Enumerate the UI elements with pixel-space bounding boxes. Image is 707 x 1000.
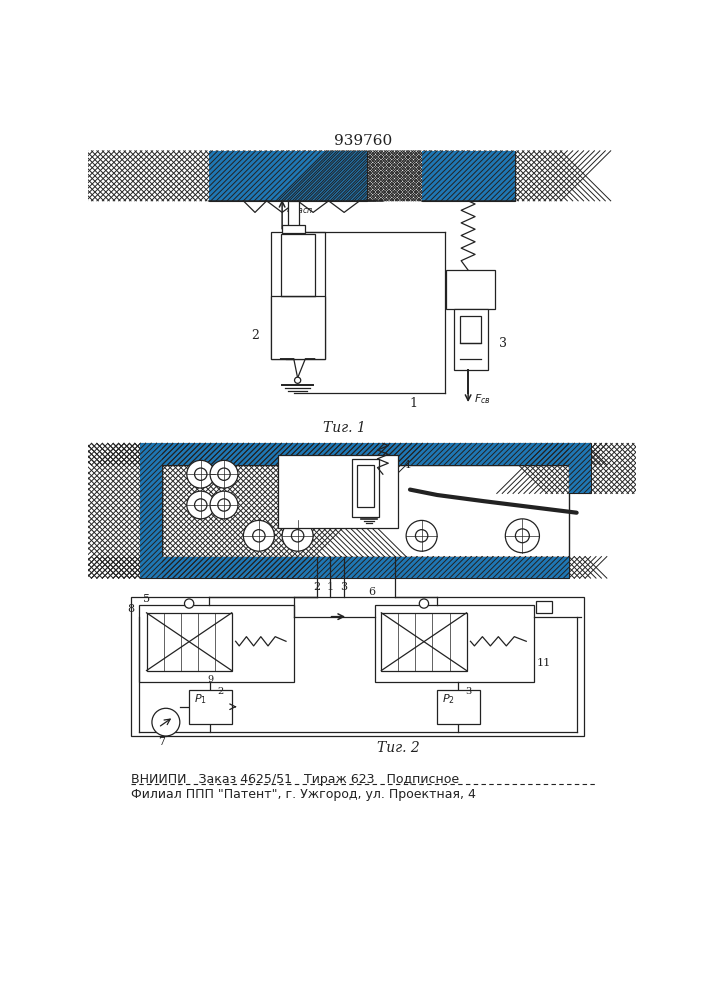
- Bar: [131, 597, 585, 736]
- Text: $F_{расп}$: $F_{расп}$: [286, 203, 313, 219]
- Bar: [162, 557, 569, 578]
- Bar: [537, 601, 552, 613]
- Bar: [352, 459, 379, 517]
- Bar: [454, 309, 488, 370]
- Text: 11: 11: [537, 658, 551, 668]
- Circle shape: [152, 708, 180, 736]
- Bar: [421, 151, 515, 201]
- Circle shape: [187, 491, 215, 519]
- Text: 3: 3: [465, 687, 472, 696]
- Circle shape: [210, 460, 238, 488]
- Circle shape: [210, 491, 238, 519]
- Text: 3: 3: [499, 337, 507, 350]
- Bar: [421, 151, 515, 201]
- Bar: [162, 443, 569, 465]
- Bar: [279, 455, 398, 528]
- Bar: [375, 605, 534, 682]
- Bar: [140, 443, 162, 578]
- Text: 2: 2: [251, 329, 259, 342]
- Bar: [569, 443, 590, 493]
- Circle shape: [295, 377, 300, 383]
- Text: 5: 5: [143, 594, 150, 604]
- Bar: [162, 443, 569, 465]
- Circle shape: [218, 499, 230, 511]
- Bar: [421, 151, 515, 201]
- Circle shape: [291, 530, 304, 542]
- Circle shape: [406, 520, 437, 551]
- Text: 1: 1: [410, 397, 418, 410]
- Circle shape: [243, 520, 274, 551]
- Bar: [162, 465, 569, 557]
- Circle shape: [194, 468, 207, 480]
- Text: 3: 3: [341, 582, 348, 592]
- Bar: [357, 465, 373, 507]
- Text: 6: 6: [368, 587, 375, 597]
- Text: $P_2$: $P_2$: [442, 692, 455, 706]
- Bar: [162, 443, 569, 465]
- Text: 4: 4: [404, 460, 411, 470]
- Text: $P_1$: $P_1$: [194, 692, 206, 706]
- Circle shape: [416, 530, 428, 542]
- Bar: [162, 557, 569, 578]
- Bar: [421, 151, 515, 201]
- Text: Τиг. 2: Τиг. 2: [377, 741, 420, 755]
- Bar: [569, 443, 590, 493]
- Bar: [140, 443, 162, 578]
- Bar: [446, 270, 495, 309]
- Bar: [162, 557, 569, 578]
- Bar: [162, 557, 569, 578]
- Text: Филиал ППП "Патент", г. Ужгород, ул. Проектная, 4: Филиал ППП "Патент", г. Ужгород, ул. Про…: [131, 788, 476, 801]
- Text: 1: 1: [327, 582, 334, 592]
- Bar: [288, 201, 299, 233]
- Text: Τиг. 1: Τиг. 1: [323, 421, 366, 435]
- Bar: [437, 690, 480, 724]
- Bar: [139, 605, 293, 682]
- Bar: [281, 234, 315, 296]
- Bar: [209, 151, 368, 201]
- Text: 2: 2: [313, 582, 320, 592]
- Text: 939760: 939760: [334, 134, 392, 148]
- Circle shape: [194, 499, 207, 511]
- Bar: [162, 443, 569, 465]
- Bar: [460, 316, 481, 343]
- Text: 8: 8: [128, 604, 135, 614]
- Text: 10: 10: [537, 604, 551, 614]
- Bar: [140, 443, 162, 578]
- Bar: [569, 443, 590, 493]
- Bar: [209, 151, 368, 201]
- Text: $F_{св}$: $F_{св}$: [474, 392, 491, 406]
- Circle shape: [187, 460, 215, 488]
- Circle shape: [515, 529, 530, 543]
- Circle shape: [506, 519, 539, 553]
- Bar: [209, 151, 368, 201]
- Text: 9: 9: [207, 675, 213, 684]
- Bar: [271, 232, 325, 359]
- Circle shape: [252, 530, 265, 542]
- Bar: [209, 151, 368, 201]
- Circle shape: [218, 468, 230, 480]
- Bar: [381, 613, 467, 671]
- Text: 7: 7: [158, 737, 165, 747]
- Bar: [271, 296, 325, 359]
- Bar: [140, 443, 162, 578]
- Circle shape: [282, 520, 313, 551]
- Bar: [189, 690, 232, 724]
- Circle shape: [185, 599, 194, 608]
- Text: ВНИИПИ   Заказ 4625/51   Тираж 623   Подписное: ВНИИПИ Заказ 4625/51 Тираж 623 Подписное: [131, 773, 459, 786]
- Circle shape: [419, 599, 428, 608]
- Bar: [146, 613, 232, 671]
- Bar: [569, 443, 590, 493]
- Bar: [282, 225, 305, 233]
- Text: 2: 2: [217, 687, 223, 696]
